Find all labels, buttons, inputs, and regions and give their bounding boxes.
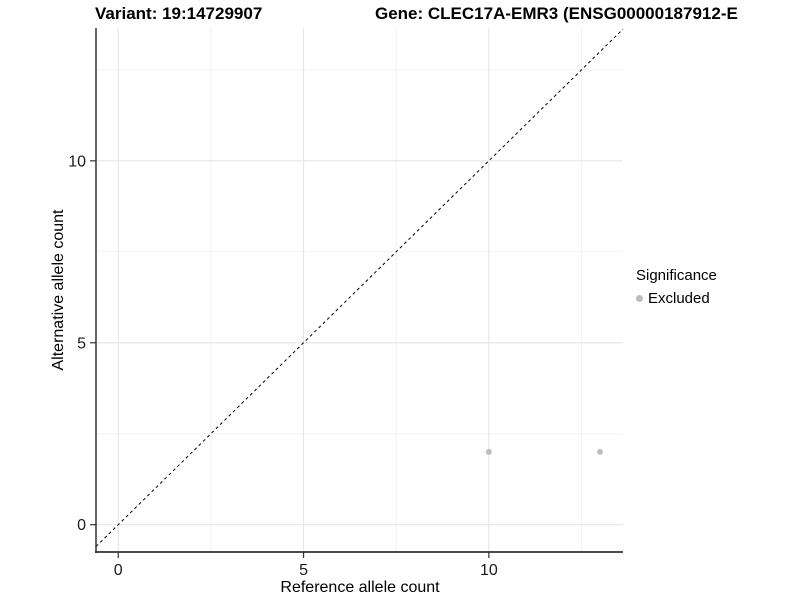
legend-item-excluded: Excluded — [636, 289, 717, 309]
identity-line — [95, 28, 624, 547]
x-tick-label: 5 — [299, 562, 308, 579]
y-axis-label: Alternative allele count — [50, 209, 67, 371]
gene-title: Gene: CLEC17A-EMR3 (ENSG00000187912-E — [375, 4, 738, 23]
variant-title: Variant: 19:14729907 — [95, 4, 263, 23]
legend-title: Significance — [636, 267, 717, 284]
data-point — [597, 448, 604, 455]
legend: Significance Excluded — [636, 266, 717, 308]
x-tick-label: 10 — [480, 562, 498, 579]
x-tick-label: 0 — [114, 562, 123, 579]
legend-item-label: Excluded — [648, 289, 710, 307]
y-tick-label: 0 — [77, 517, 86, 534]
x-axis-label: Reference allele count — [280, 579, 440, 596]
y-tick-label: 10 — [68, 153, 86, 170]
excluded-swatch-icon — [636, 294, 643, 302]
y-tick-label: 5 — [77, 335, 86, 352]
data-point — [485, 448, 492, 455]
